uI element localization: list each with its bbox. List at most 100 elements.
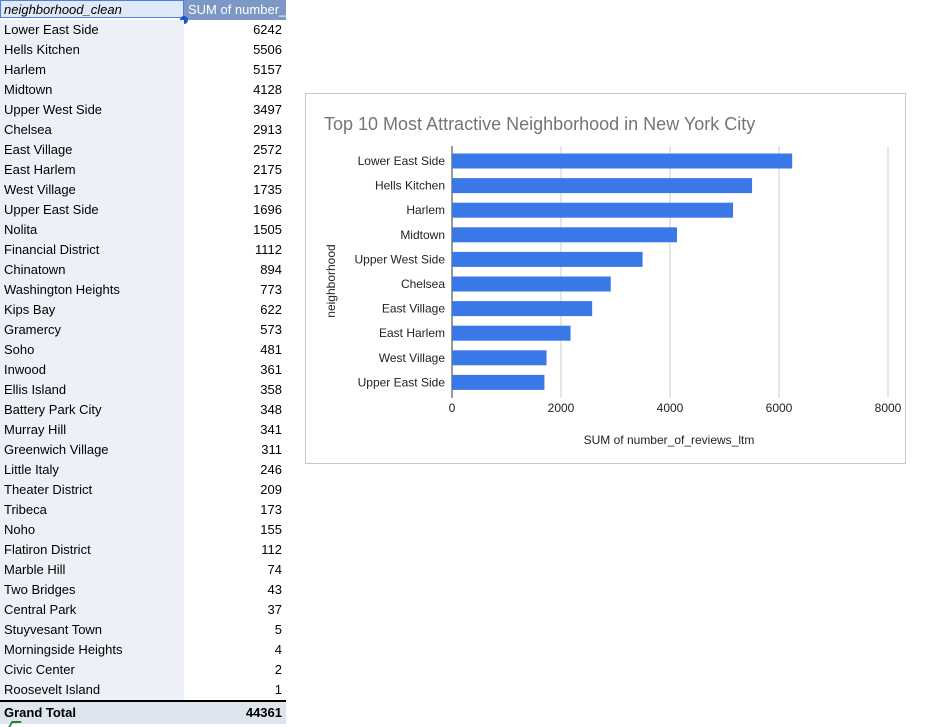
neighborhood-cell[interactable]: Midtown (0, 80, 184, 100)
sum-cell[interactable]: 341 (260, 422, 282, 437)
table-row[interactable]: Hells Kitchen 5506 (0, 40, 286, 60)
bar[interactable] (452, 325, 571, 341)
sum-cell[interactable]: 6242 (253, 22, 282, 37)
table-row[interactable]: Chelsea 2913 (0, 120, 286, 140)
sum-cell[interactable]: 2572 (253, 142, 282, 157)
sum-cell[interactable]: 2913 (253, 122, 282, 137)
sum-cell[interactable]: 1 (274, 682, 282, 697)
sum-cell[interactable]: 3497 (253, 102, 282, 117)
neighborhood-cell[interactable]: Two Bridges (0, 580, 184, 600)
neighborhood-cell[interactable]: Noho (0, 520, 184, 540)
neighborhood-cell[interactable]: Upper East Side (0, 200, 184, 220)
table-row[interactable]: Harlem 5157 (0, 60, 286, 80)
bar[interactable] (452, 301, 593, 317)
neighborhood-cell[interactable]: Hells Kitchen (0, 40, 184, 60)
sum-cell[interactable]: 4128 (253, 82, 282, 97)
neighborhood-cell[interactable]: Murray Hill (0, 420, 184, 440)
neighborhood-cell[interactable]: Inwood (0, 360, 184, 380)
bar[interactable] (452, 178, 753, 194)
neighborhood-cell[interactable]: Upper West Side (0, 100, 184, 120)
neighborhood-cell[interactable]: Harlem (0, 60, 184, 80)
sum-cell[interactable]: 4 (274, 642, 282, 657)
table-row[interactable]: Nolita 1505 (0, 220, 286, 240)
table-row[interactable]: Kips Bay 622 (0, 300, 286, 320)
sum-cell[interactable]: 622 (260, 302, 282, 317)
sum-cell[interactable]: 481 (260, 342, 282, 357)
table-row[interactable]: Roosevelt Island 1 (0, 680, 286, 700)
selection-handle[interactable] (180, 16, 188, 24)
bar[interactable] (452, 227, 677, 243)
table-row[interactable]: Lower East Side 6242 (0, 20, 286, 40)
sum-cell[interactable]: 173 (260, 502, 282, 517)
neighborhood-cell[interactable]: Central Park (0, 600, 184, 620)
table-row[interactable]: Little Italy 246 (0, 460, 286, 480)
table-row[interactable]: Two Bridges 43 (0, 580, 286, 600)
table-row[interactable]: Washington Heights 773 (0, 280, 286, 300)
neighborhood-cell[interactable]: East Village (0, 140, 184, 160)
neighborhood-cell[interactable]: Lower East Side (0, 20, 184, 40)
table-row[interactable]: Midtown 4128 (0, 80, 286, 100)
sum-cell[interactable]: 5157 (253, 62, 282, 77)
neighborhood-cell[interactable]: Financial District (0, 240, 184, 260)
table-row[interactable]: Chinatown 894 (0, 260, 286, 280)
table-row[interactable]: Upper East Side 1696 (0, 200, 286, 220)
sum-cell[interactable]: 773 (260, 282, 282, 297)
table-row[interactable]: Theater District 209 (0, 480, 286, 500)
neighborhood-cell[interactable]: Roosevelt Island (0, 680, 184, 700)
bar[interactable] (452, 276, 611, 292)
sum-cell[interactable]: 311 (261, 442, 282, 457)
sum-cell[interactable]: 37 (267, 602, 282, 617)
neighborhood-cell[interactable]: Greenwich Village (0, 440, 184, 460)
sum-cell[interactable]: 43 (267, 582, 282, 597)
bar[interactable] (452, 374, 545, 390)
neighborhood-cell[interactable]: Marble Hill (0, 560, 184, 580)
sum-cell[interactable]: 5506 (253, 42, 282, 57)
table-row[interactable]: Noho 155 (0, 520, 286, 540)
table-row[interactable]: Soho 481 (0, 340, 286, 360)
sum-cell[interactable]: 573 (260, 322, 282, 337)
pivot-header-neighborhood[interactable]: neighborhood_clean (0, 0, 184, 18)
sum-cell[interactable]: 246 (260, 462, 282, 477)
sum-cell[interactable]: 155 (260, 522, 282, 537)
table-row[interactable]: Murray Hill 341 (0, 420, 286, 440)
table-row[interactable]: Civic Center 2 (0, 660, 286, 680)
neighborhood-cell[interactable]: Stuyvesant Town (0, 620, 184, 640)
neighborhood-cell[interactable]: East Harlem (0, 160, 184, 180)
neighborhood-cell[interactable]: Flatiron District (0, 540, 184, 560)
sum-cell[interactable]: 1112 (255, 242, 282, 257)
table-row[interactable]: Upper West Side 3497 (0, 100, 286, 120)
neighborhood-cell[interactable]: Soho (0, 340, 184, 360)
table-row[interactable]: Ellis Island 358 (0, 380, 286, 400)
bar[interactable] (452, 350, 547, 366)
table-row[interactable]: Inwood 361 (0, 360, 286, 380)
sum-cell[interactable]: 112 (261, 542, 282, 557)
table-row[interactable]: East Harlem 2175 (0, 160, 286, 180)
table-row[interactable]: West Village 1735 (0, 180, 286, 200)
sum-cell[interactable]: 5 (274, 622, 282, 637)
neighborhood-cell[interactable]: Civic Center (0, 660, 184, 680)
neighborhood-cell[interactable]: Battery Park City (0, 400, 184, 420)
table-row[interactable]: Tribeca 173 (0, 500, 286, 520)
neighborhood-cell[interactable]: Chelsea (0, 120, 184, 140)
neighborhood-cell[interactable]: Ellis Island (0, 380, 184, 400)
sum-cell[interactable]: 209 (260, 482, 282, 497)
sum-cell[interactable]: 1505 (253, 222, 282, 237)
bar[interactable] (452, 251, 643, 267)
sum-cell[interactable]: 2 (274, 662, 282, 677)
table-row[interactable]: Morningside Heights 4 (0, 640, 286, 660)
bar[interactable] (452, 153, 793, 169)
table-row[interactable]: Gramercy 573 (0, 320, 286, 340)
neighborhood-cell[interactable]: Little Italy (0, 460, 184, 480)
bar[interactable] (452, 202, 734, 218)
table-row[interactable]: Central Park 37 (0, 600, 286, 620)
sum-cell[interactable]: 361 (260, 362, 282, 377)
neighborhood-cell[interactable]: Washington Heights (0, 280, 184, 300)
sum-cell[interactable]: 894 (260, 262, 282, 277)
bar-chart[interactable]: Top 10 Most Attractive Neighborhood in N… (305, 93, 906, 464)
table-row[interactable]: Marble Hill 74 (0, 560, 286, 580)
neighborhood-cell[interactable]: Gramercy (0, 320, 184, 340)
neighborhood-cell[interactable]: Nolita (0, 220, 184, 240)
sum-cell[interactable]: 1735 (253, 182, 282, 197)
neighborhood-cell[interactable]: Kips Bay (0, 300, 184, 320)
neighborhood-cell[interactable]: West Village (0, 180, 184, 200)
